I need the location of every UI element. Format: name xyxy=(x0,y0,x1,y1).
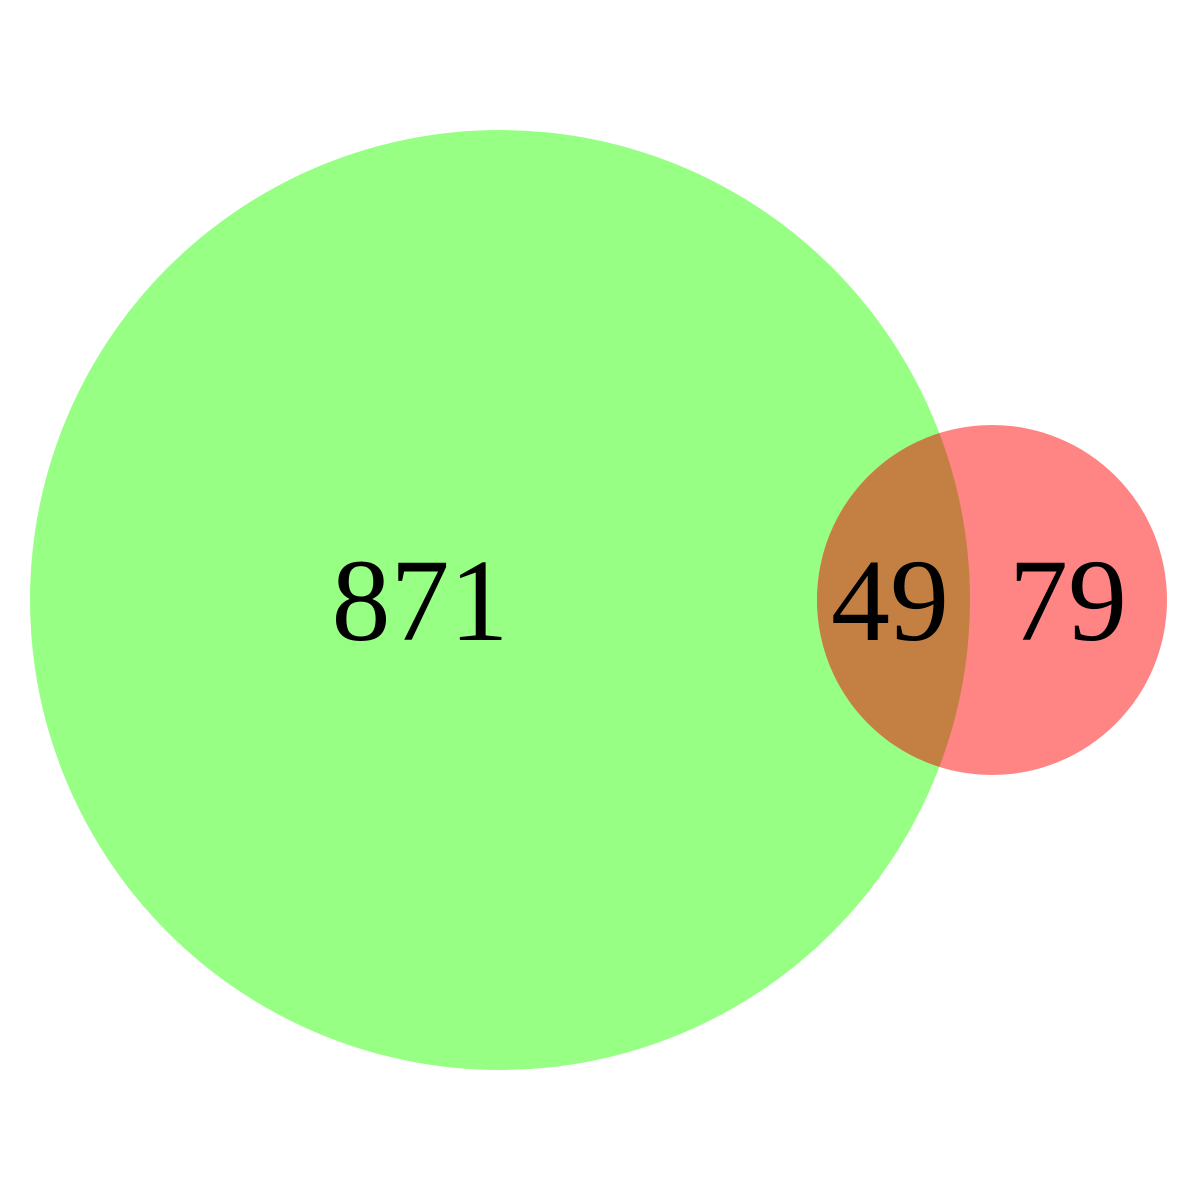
set-a-circle xyxy=(30,130,970,1070)
set-b-only-count: 79 xyxy=(1009,535,1127,666)
set-a-only-count: 871 xyxy=(332,535,509,666)
intersection-region xyxy=(817,425,970,775)
intersection-count: 49 xyxy=(831,535,949,666)
